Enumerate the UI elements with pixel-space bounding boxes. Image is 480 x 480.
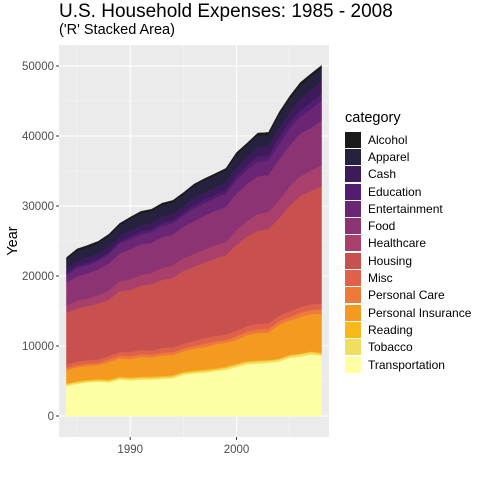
legend-label: Education [368,184,422,199]
legend-item-personal-care: Personal Care [345,287,471,304]
legend-label: Apparel [368,149,410,164]
legend-item-entertainment: Entertainment [345,200,471,217]
chart-title: U.S. Household Expenses: 1985 - 2008 [59,1,393,22]
legend-title: category [345,110,401,126]
y-axis: 0 10000 20000 30000 40000 50000 [22,61,59,423]
legend-swatch [345,304,361,321]
legend-label: Personal Insurance [368,305,472,320]
legend-label: Cash [368,167,397,182]
legend-label: Reading [368,322,413,337]
legend-label: Transportation [368,357,445,372]
y-tick-label: 10000 [22,341,54,353]
area-alcohol [66,64,322,260]
legend-label: Misc [368,271,393,286]
legend-label: Food [368,219,396,234]
legend-swatch [345,166,361,183]
legend-swatch [345,321,361,338]
legend-swatch [345,339,361,356]
series-areas [66,64,322,417]
legend-item-transportation: Transportation [345,356,471,373]
legend-item-food: Food [345,217,471,235]
x-tick-label: 2000 [224,444,250,456]
y-tick-label: 30000 [22,201,54,213]
legend-item-housing: Housing [345,252,471,269]
legend-label: Tobacco [368,340,413,355]
legend-item-cash: Cash [345,166,471,183]
legend-item-apparel: Apparel [345,148,471,165]
legend-item-misc: Misc [345,269,471,287]
chart-subtitle: ('R' Stacked Area) [59,22,175,38]
legend-swatch [345,200,361,217]
legend-label: Entertainment [368,201,443,216]
legend-item-tobacco: Tobacco [345,339,471,356]
legend-item-personal-insurance: Personal Insurance [345,304,471,321]
legend-swatch [345,131,361,148]
legend-swatch [345,218,361,235]
y-tick-label: 40000 [22,131,54,143]
legend-item-alcohol: Alcohol [345,131,471,148]
y-axis-label: Year [5,226,21,255]
legend-item-education: Education [345,183,471,200]
legend-swatch [345,356,361,373]
legend-items: Alcohol Apparel Cash Education Entertainment… [345,131,471,373]
legend-label: Healthcare [368,236,427,251]
legend-item-reading: Reading [345,321,471,338]
legend-swatch [345,183,361,200]
legend-item-healthcare: Healthcare [345,235,471,252]
legend-swatch [345,270,361,287]
legend-swatch [345,287,361,304]
legend-label: Alcohol [368,132,408,147]
y-tick-label: 20000 [22,271,54,283]
y-tick-label: 0 [48,411,54,423]
legend-swatch [345,252,361,269]
legend-swatch [345,235,361,252]
legend: category Alcohol Apparel Cash Education Ente… [345,110,471,373]
x-axis: 1990 2000 [117,437,249,456]
y-tick-label: 50000 [22,61,54,73]
legend-label: Personal Care [368,288,445,303]
x-tick-label: 1990 [117,444,143,456]
legend-swatch [345,148,361,165]
legend-label: Housing [368,253,413,268]
